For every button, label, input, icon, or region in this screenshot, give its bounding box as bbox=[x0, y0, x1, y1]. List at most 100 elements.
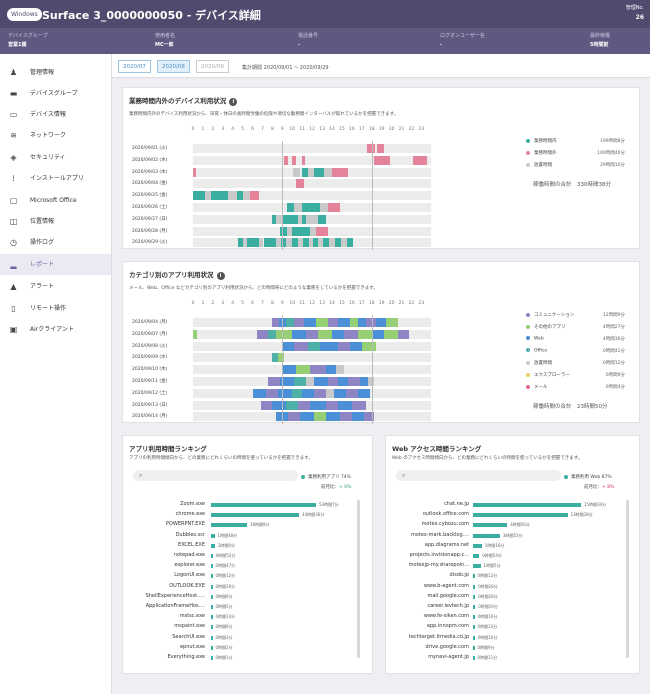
sidebar-item-people[interactable]: ♟ 管理情報 bbox=[0, 62, 111, 83]
usage-segment-office bbox=[294, 377, 307, 386]
usage-segment-in_hours bbox=[303, 238, 310, 248]
ranking-bar bbox=[211, 645, 213, 650]
timeline-date-label: 2020/09/03 (木) bbox=[132, 169, 168, 175]
ranking-item-name: ShellExperienceHost..... bbox=[145, 592, 205, 599]
sidebar-item-report[interactable]: ▂ レポート bbox=[0, 254, 111, 275]
usage-segment-office bbox=[268, 329, 277, 339]
map-icon: ◫ bbox=[9, 217, 18, 226]
timeline-date-label: 2020/09/14 (月) bbox=[132, 414, 168, 420]
sidebar-item-remote[interactable]: ▯ リモート操作 bbox=[0, 298, 111, 319]
usage-segment-other_apps bbox=[357, 329, 372, 339]
usage-segment-office bbox=[286, 318, 295, 327]
hour-tick-label: 21 bbox=[398, 301, 405, 306]
usage-segment-other_apps bbox=[349, 318, 358, 327]
usage-segment-in_hours bbox=[323, 238, 330, 248]
sidebar-item-shield[interactable]: ◈ セキュリティ bbox=[0, 147, 111, 168]
ranking-item-name: outlook.office.com bbox=[422, 511, 469, 518]
sidebar-item-air[interactable]: ▣ Airクライアント bbox=[0, 319, 111, 340]
help-icon[interactable]: i bbox=[229, 98, 238, 106]
usage-segment-in_hours bbox=[318, 214, 327, 224]
alert-icon: ▲ bbox=[10, 282, 17, 291]
sidebar-item-grid[interactable]: ⁞ インストールアプリ bbox=[0, 168, 111, 189]
usage-segment-idle bbox=[298, 238, 304, 248]
usage-segment-other_apps bbox=[296, 365, 311, 375]
ranking-bar bbox=[473, 625, 475, 630]
ranking-item-name: chat.ne.jp bbox=[444, 501, 469, 507]
scrollbar[interactable] bbox=[357, 500, 360, 658]
scrollbar[interactable] bbox=[626, 500, 629, 658]
app-header: Windows Surface 3_0000000050 - デバイス詳細 管理… bbox=[0, 0, 650, 28]
usage-segment-communication bbox=[326, 400, 338, 410]
sidebar-item-folder[interactable]: ▬ デバイスグループ bbox=[0, 83, 111, 104]
usage-segment-in_hours bbox=[280, 226, 288, 236]
work-hours-boundary-line bbox=[282, 141, 284, 251]
timeline-date-label: 2020/09/29 (火) bbox=[132, 240, 168, 246]
usage-segment-other_apps bbox=[385, 318, 398, 327]
legend-item: 業務時間外 bbox=[526, 150, 557, 156]
legend-value: 100時間40分 bbox=[597, 151, 625, 156]
ranking-item-name: mail.google.com bbox=[427, 592, 469, 599]
ranking-legend: 業務利用 Web 87% bbox=[564, 474, 612, 480]
search-icon[interactable]: ⌕ bbox=[133, 470, 298, 481]
usage-segment-web bbox=[351, 412, 364, 422]
usage-segment-web bbox=[314, 377, 329, 386]
sidebar-item-label: ネットワーク bbox=[30, 132, 67, 139]
history-icon: ◷ bbox=[10, 238, 17, 247]
remote-icon: ▯ bbox=[11, 304, 16, 313]
hour-tick-label: 4 bbox=[231, 127, 235, 132]
search-icon[interactable]: ⌕ bbox=[396, 470, 561, 481]
legend-dot bbox=[526, 372, 530, 377]
sidebar-item-laptop[interactable]: ▭ デバイス情報 bbox=[0, 104, 111, 125]
ranking-bar bbox=[473, 574, 475, 579]
usage-segment-web bbox=[337, 400, 352, 410]
sidebar-item-label: インストールアプリ bbox=[30, 175, 84, 182]
legend-value: 0時間41分 bbox=[602, 349, 625, 354]
tab-2020-07[interactable]: 2020/07 bbox=[118, 60, 151, 73]
legend-dot bbox=[526, 138, 530, 143]
legend-value: 0時間4分 bbox=[605, 385, 625, 390]
timeline-date-label: 2020/09/02 (水) bbox=[132, 157, 168, 163]
page-title: Surface 3_0000000050 - デバイス詳細 bbox=[42, 9, 261, 22]
ranking-bar bbox=[211, 656, 213, 660]
ranking-item-name: projects.invisionapp.c... bbox=[409, 552, 469, 558]
ranking-bar bbox=[473, 564, 481, 569]
ranking-bar-value: 53時間7分 bbox=[319, 502, 339, 507]
hour-tick-label: 12 bbox=[309, 127, 316, 132]
usage-segment-other_apps bbox=[278, 353, 285, 363]
usage-segment-other_apps bbox=[276, 329, 293, 339]
ranking-bar-value: 4時間56分 bbox=[510, 522, 530, 528]
ranking-bar bbox=[473, 503, 581, 507]
hour-tick-label: 6 bbox=[251, 127, 255, 132]
legend-item: メール bbox=[526, 384, 548, 390]
ranking-bar-value: 1時間5分 bbox=[483, 563, 501, 569]
hour-tick-label: 10 bbox=[289, 301, 296, 306]
ranking-bar bbox=[211, 533, 215, 538]
sidebar-item-history[interactable]: ◷ 操作ログ bbox=[0, 232, 111, 253]
sidebar-item-map[interactable]: ◫ 位置情報 bbox=[0, 211, 111, 232]
ranking-bar bbox=[473, 543, 482, 548]
legend-value: 29時間10分 bbox=[600, 163, 625, 168]
sidebar-item-label: Airクライアント bbox=[30, 326, 74, 333]
usage-segment-out_hours bbox=[249, 191, 259, 201]
timeline-date-label: 2020/09/08 (火) bbox=[132, 343, 168, 349]
usage-segment-communication bbox=[310, 365, 327, 375]
hour-tick-label: 14 bbox=[329, 301, 335, 306]
tab-2020-08[interactable]: 2020/08 bbox=[157, 60, 190, 73]
hour-tick-label: 11 bbox=[299, 127, 306, 132]
ranking-bar bbox=[473, 513, 568, 518]
timeline-date-label: 2020/09/07 (月) bbox=[132, 331, 168, 337]
hour-tick-label: 20 bbox=[388, 301, 395, 306]
usage-segment-out_hours bbox=[332, 167, 348, 177]
sidebar-item-wifi[interactable]: ≋ ネットワーク bbox=[0, 125, 111, 146]
hour-tick-label: 18 bbox=[368, 127, 375, 132]
sidebar-item-alert[interactable]: ▲ アラート bbox=[0, 276, 111, 297]
usage-segment-web bbox=[334, 388, 346, 398]
total-operating-time: 稼働時間の合計 330時間38分 bbox=[533, 182, 611, 188]
timeline-date-label: 2020/09/26 (土) bbox=[132, 205, 168, 210]
usage-segment-web bbox=[282, 365, 297, 375]
usage-segment-idle bbox=[329, 238, 335, 248]
sidebar-item-office[interactable]: ▢ Microsoft Office bbox=[0, 190, 111, 211]
usage-segment-web bbox=[337, 318, 350, 327]
help-icon[interactable]: i bbox=[216, 272, 225, 280]
ranking-bar bbox=[473, 635, 475, 640]
